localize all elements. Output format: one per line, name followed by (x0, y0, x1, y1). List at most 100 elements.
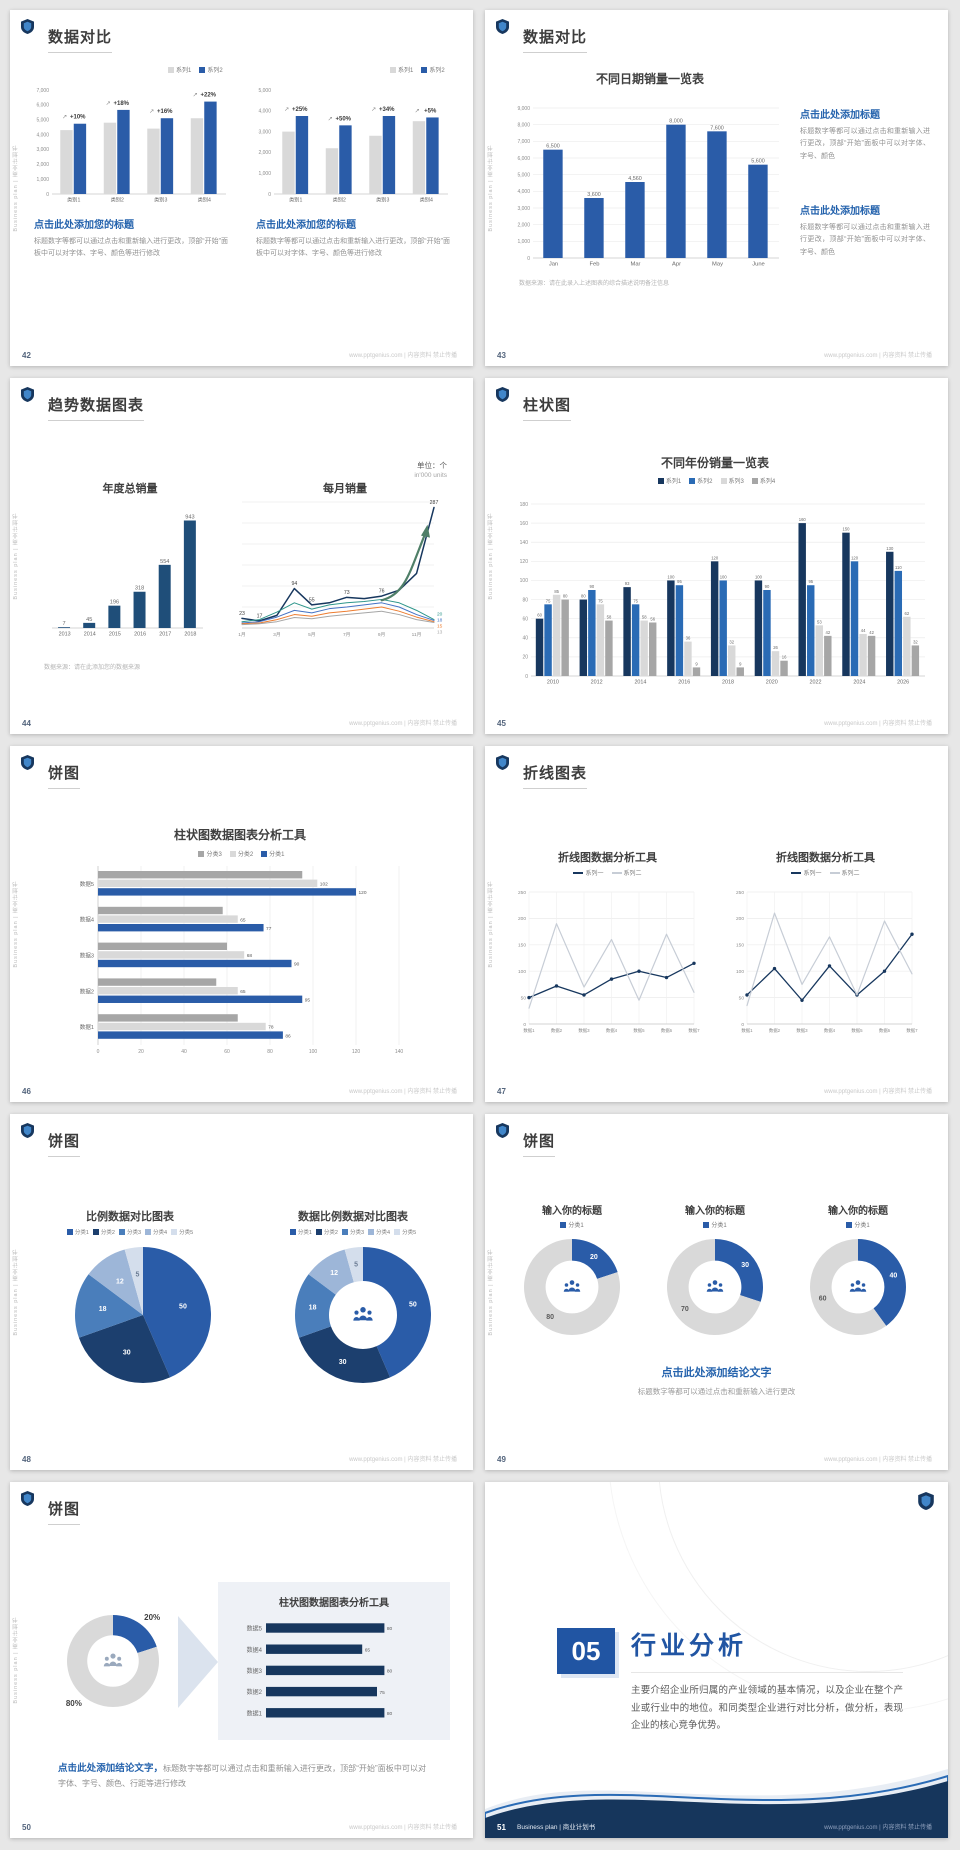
svg-text:1,000: 1,000 (517, 239, 530, 245)
svg-text:250: 250 (518, 890, 526, 896)
svg-text:53: 53 (817, 619, 822, 624)
slide-49[interactable]: Business plan | 商业计划书 饼图 输入你的标题 分类1 20 80… (485, 1114, 948, 1470)
slide-44[interactable]: Business plan | 商业计划书 趋势数据图表 单位：个 in'000… (10, 378, 473, 734)
svg-text:+25%: +25% (292, 107, 308, 113)
slide-42[interactable]: Business plan | 商业计划书 数据对比 系列1 系列2 系列1 系列2… (10, 10, 473, 366)
side-label: Business plan | 商业计划书 (13, 1248, 19, 1336)
svg-text:Mar: Mar (631, 262, 641, 268)
chart-legend: 系列一 系列二 (505, 868, 710, 877)
svg-text:类别3: 类别3 (376, 196, 389, 204)
svg-text:130: 130 (886, 546, 894, 551)
chart-title: 数据比例数据对比图表 (298, 1211, 408, 1223)
slide-title: 饼图 (523, 1130, 556, 1157)
svg-text:32: 32 (729, 639, 734, 644)
svg-text:3,000: 3,000 (517, 206, 530, 212)
slide-51[interactable]: 05 行业分析 主要介绍企业所归属的产业领域的基本情况，以及企业在整个产业或行业… (485, 1482, 948, 1838)
svg-text:6,500: 6,500 (546, 144, 560, 150)
svg-text:数据2: 数据2 (551, 1027, 563, 1034)
svg-text:120: 120 (359, 890, 367, 896)
svg-text:2010: 2010 (547, 680, 559, 686)
svg-text:42: 42 (869, 630, 874, 635)
svg-text:94: 94 (291, 581, 297, 587)
svg-text:4,560: 4,560 (628, 176, 642, 182)
svg-text:0: 0 (525, 674, 528, 680)
svg-text:数据5: 数据5 (80, 880, 94, 888)
svg-text:100: 100 (667, 574, 675, 579)
slide-50[interactable]: Business plan | 商业计划书 饼图 20% 80% 柱状图数据图表分… (10, 1482, 473, 1838)
block-heading: 点击此处添加您的标题 (34, 220, 134, 231)
watermark: www.pptgenius.com | 内容资料 禁止传播 (349, 1457, 457, 1463)
svg-text:80%: 80% (66, 1699, 82, 1708)
svg-text:120: 120 (520, 559, 529, 565)
slide-47[interactable]: Business plan | 商业计划书 折线图表 折线图数据分析工具 系列一… (485, 746, 948, 1102)
svg-text:80: 80 (581, 594, 586, 599)
svg-text:数据5: 数据5 (851, 1027, 863, 1034)
chart-title: 输入你的标题 (828, 1206, 888, 1217)
watermark: www.pptgenius.com | 内容资料 禁止传播 (349, 721, 457, 727)
svg-text:80: 80 (267, 1049, 273, 1055)
horizontal-bar-chart-analysis: 0 20 40 60 80 100 120 140 数据5 102 120 数据4 65 77 数据3 68 9… (70, 862, 415, 1057)
text-block: 点击此处添加标题 标题数字等都可以通过点击和重新输入进行更改，顶部“开始”面板中… (800, 202, 930, 259)
svg-text:30: 30 (123, 1349, 131, 1356)
block-body: 标题数字等都可以通过点击和重新输入进行更改，顶部“开始”面板中可以对字体、字号、… (800, 224, 930, 256)
svg-text:110: 110 (895, 565, 902, 570)
watermark: www.pptgenius.com | 内容资料 禁止传播 (824, 353, 932, 359)
svg-text:数据5: 数据5 (247, 1625, 263, 1633)
svg-text:120: 120 (851, 555, 859, 560)
svg-text:77: 77 (266, 926, 272, 932)
svg-text:类别1: 类别1 (289, 196, 302, 204)
svg-text:75: 75 (598, 598, 603, 603)
svg-text:120: 120 (352, 1049, 361, 1055)
svg-text:80: 80 (563, 594, 568, 599)
svg-text:75: 75 (546, 598, 551, 603)
svg-text:65: 65 (240, 917, 246, 923)
bar-chart-series-comparison-right: 0 1,000 2,000 3,000 4,000 5,000 类别1 ↗ +25% 类别2 ↗ +5… (246, 74, 454, 206)
svg-text:20: 20 (522, 655, 528, 661)
svg-text:2020: 2020 (766, 680, 778, 686)
svg-text:20%: 20% (144, 1613, 160, 1622)
grouped-bar-chart-yearly-sales: 0 20 40 60 80 100 120 140 160 180 60 75 85 80 2010 80 90… (503, 488, 931, 688)
svg-text:50: 50 (739, 995, 745, 1001)
slide-48[interactable]: Business plan | 商业计划书 饼图 比例数据对比图表 分类1 分类2… (10, 1114, 473, 1470)
svg-text:26: 26 (773, 645, 778, 650)
svg-text:250: 250 (736, 890, 744, 896)
svg-text:17: 17 (257, 613, 263, 619)
svg-text:1月: 1月 (238, 632, 245, 638)
svg-text:5: 5 (135, 1272, 139, 1279)
svg-text:↗: ↗ (193, 93, 198, 99)
svg-text:18: 18 (309, 1304, 317, 1311)
side-label: Business plan | 商业计划书 (13, 512, 19, 600)
watermark: www.pptgenius.com | 内容资料 禁止传播 (824, 1089, 932, 1095)
svg-text:类别1: 类别1 (67, 196, 80, 204)
slide-43[interactable]: Business plan | 商业计划书 数据对比 不同日期销量一览表 0 1,… (485, 10, 948, 366)
svg-text:7,000: 7,000 (36, 88, 49, 94)
svg-text:196: 196 (110, 600, 119, 606)
chart-legend: 系列1 系列2 (390, 65, 445, 74)
page-number: 45 (497, 719, 506, 728)
donut-chart-2: 30 70 (660, 1232, 770, 1342)
slide-title: 柱状图 (523, 394, 572, 421)
svg-text:80: 80 (546, 1314, 554, 1321)
svg-text:45: 45 (86, 617, 92, 623)
connector-arrow-icon (178, 1616, 218, 1708)
bar-chart-annual-sales: 7 2013 45 2014 196 2015 318 2016 554 2017 943 2018 (44, 498, 209, 640)
slide-46[interactable]: Business plan | 商业计划书 饼图 柱状图数据图表分析工具 分类3… (10, 746, 473, 1102)
page-number: 43 (497, 351, 506, 360)
svg-text:0: 0 (46, 192, 49, 198)
chart-legend: 分类1 (793, 1220, 923, 1229)
chart-title: 折线图数据分析工具 (776, 852, 875, 864)
svg-text:0: 0 (97, 1049, 100, 1055)
slide-title: 折线图表 (523, 762, 588, 789)
slide-title: 饼图 (48, 762, 81, 789)
svg-text:2,000: 2,000 (36, 162, 49, 168)
svg-text:5,000: 5,000 (517, 172, 530, 178)
bar-chart-series-comparison-left: 0 1,000 2,000 3,000 4,000 5,000 6,000 7,000 类别1 ↗… (24, 74, 232, 206)
side-label: Business plan | 商业计划书 (13, 144, 19, 232)
chart-title: 柱状图数据图表分析工具 (173, 828, 306, 842)
svg-text:2,000: 2,000 (517, 222, 530, 228)
side-label: Business plan | 商业计划书 (13, 880, 19, 968)
section-title: 行业分析 (631, 1626, 903, 1673)
slide-45[interactable]: Business plan | 商业计划书 柱状图 不同年份销量一览表 系列1 系… (485, 378, 948, 734)
svg-text:160: 160 (799, 517, 807, 522)
chart-legend: 分类1 分类2 分类3 分类4 分类5 (35, 1228, 225, 1236)
